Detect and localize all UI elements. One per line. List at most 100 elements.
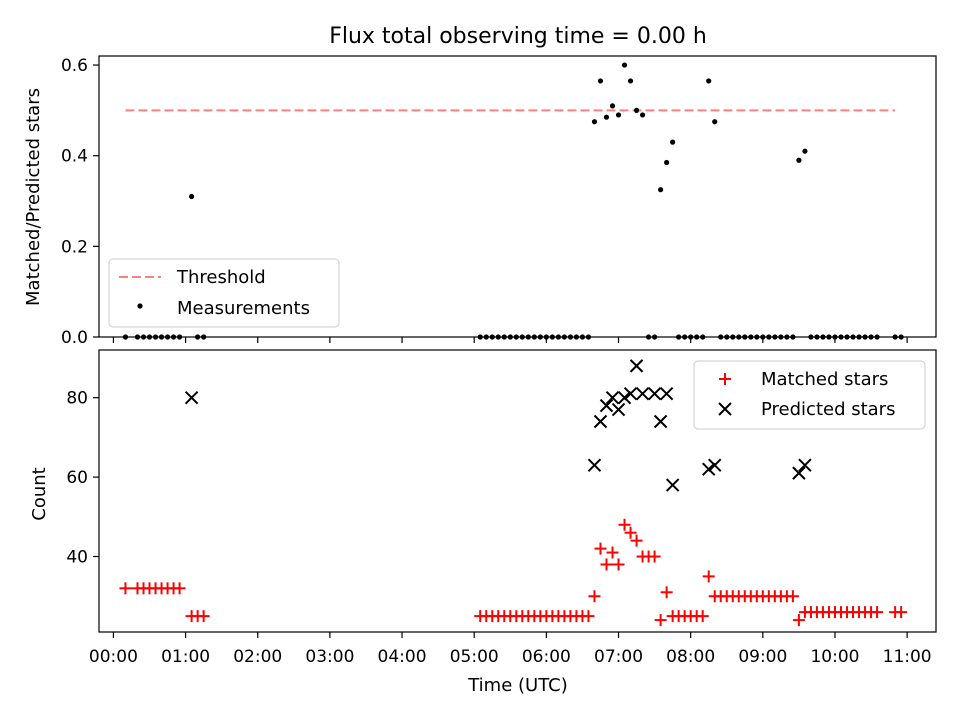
- predicted-star-point: [587, 458, 602, 472]
- x-tick-label: 01:00: [161, 647, 210, 667]
- x-tick-label: 07:00: [594, 647, 643, 667]
- top-y-tick-label: 0.2: [61, 237, 88, 257]
- predicted-star-b: [587, 458, 602, 472]
- legend-measurements-swatch: [137, 303, 143, 309]
- predicted-star-point: [665, 478, 680, 492]
- predicted-star-point: [702, 462, 716, 476]
- bottom-y-tick-label: 60: [66, 468, 88, 488]
- predicted-star-b: [599, 398, 614, 413]
- predicted-star-point: [623, 386, 638, 401]
- predicted-star-b: [659, 386, 674, 401]
- top-y-axis-label: Matched/Predicted stars: [23, 88, 44, 306]
- measurement-point: [627, 78, 634, 84]
- bottom-legend: Matched stars Predicted stars: [693, 360, 926, 430]
- legend-predicted-swatch: [718, 402, 732, 416]
- predicted-star-point: [617, 390, 632, 405]
- predicted-star-b: [665, 478, 680, 492]
- bottom-axes-frame: [98, 349, 937, 633]
- x-tick-label: 09:00: [738, 647, 787, 667]
- predicted-star-b: [623, 386, 638, 401]
- matched-star-point: [588, 590, 601, 603]
- measurement-point: [597, 78, 604, 84]
- top-panel: Flux total observing time = 0.00 h Match…: [23, 24, 937, 348]
- top-x-ticks: [112, 337, 908, 343]
- matched-star-point: [606, 546, 619, 559]
- predicted-star-point: [593, 414, 608, 429]
- predicted-star-point: [635, 386, 650, 401]
- bottom-y-axis-label: Count: [29, 467, 50, 520]
- top-plot-area: [122, 62, 904, 340]
- measurement-point: [670, 139, 676, 145]
- matched-star-point: [871, 606, 884, 619]
- predicted-star-point: [647, 386, 662, 401]
- predicted-star-b: [702, 462, 716, 476]
- matched-star-point: [696, 610, 709, 623]
- matched-star-point: [792, 614, 805, 627]
- matched-star-point: [594, 542, 607, 555]
- measurement-point: [188, 193, 195, 200]
- matched-star-point: [660, 586, 673, 599]
- x-tick-label: 08:00: [666, 647, 715, 667]
- predicted-star-point: [792, 466, 806, 480]
- x-tick-label: 02:00: [233, 647, 282, 667]
- x-axis-label: Time (UTC): [467, 675, 568, 696]
- matched-star-point: [618, 518, 631, 531]
- legend-matched-swatch: [719, 373, 731, 385]
- predicted-star-point: [605, 390, 620, 405]
- predicted-star-b: [798, 458, 812, 472]
- bottom-legend-box: [693, 360, 926, 430]
- top-y-tick-label: 0.0: [61, 328, 88, 348]
- x-tick-label: 06:00: [522, 647, 571, 667]
- predicted-star-point: [629, 359, 644, 373]
- predicted-star-point: [798, 458, 812, 472]
- measurement-point: [712, 119, 718, 125]
- bottom-x-ticks: 00:00 01:00 02:00 03:00 04:00 05:00 06:00 07:00…: [89, 632, 932, 667]
- measurement-point: [658, 187, 664, 193]
- matched-star-point: [197, 610, 210, 623]
- predicted-star-b: [629, 359, 644, 373]
- predicted-star-b: [611, 402, 626, 417]
- matched-star-point: [173, 582, 186, 595]
- predicted-star-b: [635, 386, 650, 401]
- predicted-star-point: [599, 398, 614, 413]
- matched-star-point: [786, 590, 799, 603]
- measurement-point: [802, 148, 808, 154]
- predicted-star-point: [708, 458, 722, 472]
- predicted-star-point: [611, 402, 626, 417]
- bottom-y-tick-label: 80: [66, 389, 88, 409]
- matched-star-point: [119, 582, 132, 595]
- legend-matched-label: Matched stars: [761, 369, 888, 390]
- measurement-point: [621, 62, 628, 68]
- measurement-point: [664, 159, 670, 166]
- measurement-point: [633, 107, 640, 113]
- x-tick-label: 03:00: [305, 647, 354, 667]
- measurement-point: [639, 112, 646, 118]
- measurement-point: [609, 103, 616, 109]
- top-y-tick-label: 0.6: [61, 56, 88, 76]
- x-tick-label: 10:00: [810, 647, 859, 667]
- measurement-point: [591, 119, 598, 125]
- predicted-star-b: [708, 458, 722, 472]
- legend-predicted-label: Predicted stars: [761, 399, 895, 420]
- x-tick-label: 04:00: [378, 647, 427, 667]
- top-legend: Threshold Measurements: [108, 258, 340, 328]
- matched-star-point: [612, 558, 625, 571]
- top-axes-frame: [98, 55, 937, 338]
- matched-star-point: [624, 526, 637, 539]
- predicted-star-b: [605, 390, 620, 405]
- top-legend-box: [108, 258, 340, 328]
- predicted-star-b: [617, 390, 632, 405]
- legend-measurements-label: Measurements: [177, 298, 310, 319]
- predicted-star-b: [184, 390, 199, 405]
- bottom-y-ticks: 40 60 80: [66, 389, 99, 568]
- measurement-point: [706, 78, 712, 84]
- measurement-point: [796, 157, 802, 163]
- matched-star-point: [702, 570, 715, 583]
- top-y-ticks: 0.0 0.2 0.4 0.6: [61, 56, 99, 348]
- matched-star-point: [600, 558, 613, 571]
- chart-title: Flux total observing time = 0.00 h: [329, 24, 707, 49]
- legend-threshold-label: Threshold: [176, 267, 266, 288]
